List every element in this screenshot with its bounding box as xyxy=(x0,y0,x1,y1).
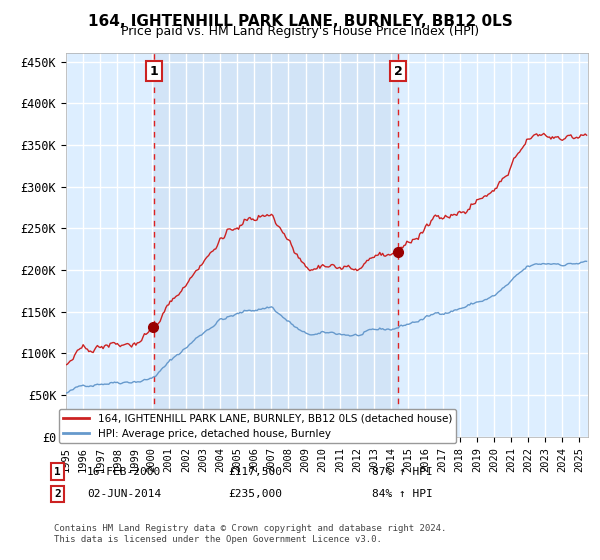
Text: 84% ↑ HPI: 84% ↑ HPI xyxy=(372,489,433,499)
Text: £117,500: £117,500 xyxy=(228,466,282,477)
Text: 2: 2 xyxy=(394,65,403,78)
Text: 16-FEB-2000: 16-FEB-2000 xyxy=(87,466,161,477)
Text: Contains HM Land Registry data © Crown copyright and database right 2024.: Contains HM Land Registry data © Crown c… xyxy=(54,524,446,533)
Text: Price paid vs. HM Land Registry's House Price Index (HPI): Price paid vs. HM Land Registry's House … xyxy=(121,25,479,38)
Text: £235,000: £235,000 xyxy=(228,489,282,499)
Text: 1: 1 xyxy=(54,466,61,477)
Text: 87% ↑ HPI: 87% ↑ HPI xyxy=(372,466,433,477)
Text: This data is licensed under the Open Government Licence v3.0.: This data is licensed under the Open Gov… xyxy=(54,535,382,544)
Text: 02-JUN-2014: 02-JUN-2014 xyxy=(87,489,161,499)
Text: 2: 2 xyxy=(54,489,61,499)
Legend: 164, IGHTENHILL PARK LANE, BURNLEY, BB12 0LS (detached house), HPI: Average pric: 164, IGHTENHILL PARK LANE, BURNLEY, BB12… xyxy=(59,409,456,443)
Text: 164, IGHTENHILL PARK LANE, BURNLEY, BB12 0LS: 164, IGHTENHILL PARK LANE, BURNLEY, BB12… xyxy=(88,14,512,29)
Text: 1: 1 xyxy=(149,65,158,78)
Bar xyxy=(154,53,398,437)
